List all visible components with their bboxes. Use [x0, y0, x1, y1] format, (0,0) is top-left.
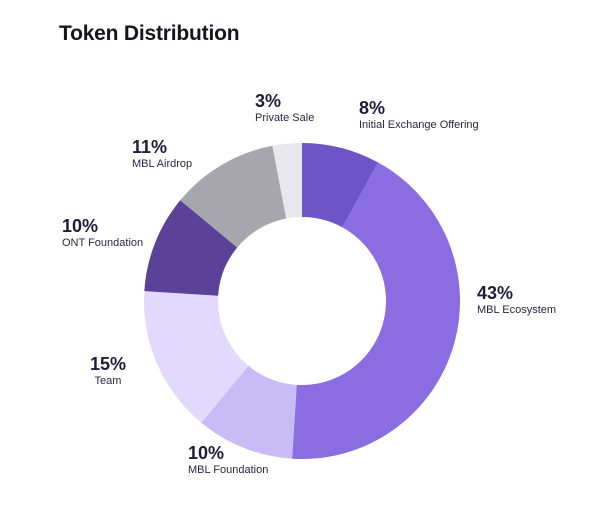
- slice-percent-label: 8%: [359, 98, 386, 118]
- donut-slice-team: [144, 291, 249, 423]
- slice-name-label: Team: [94, 375, 122, 387]
- slice-percent-label: 43%: [477, 283, 514, 303]
- label-mbl-ecosystem: 43% MBL Ecosystem: [477, 283, 556, 317]
- label-initial-exchange-offering: 8% Initial Exchange Offering: [359, 98, 479, 132]
- chart-title: Token Distribution: [59, 22, 240, 45]
- slice-name-label: ONT Foundation: [62, 237, 144, 249]
- slice-name-label: Private Sale: [255, 112, 315, 124]
- slice-percent-label: 3%: [255, 91, 282, 111]
- donut-slice-mbl-ecosystem: [292, 162, 461, 460]
- slice-percent-label: 15%: [89, 354, 127, 374]
- slice-name-label: Initial Exchange Offering: [359, 119, 479, 131]
- slice-percent-label: 11%: [132, 137, 168, 157]
- donut-slice-initial-exchange-offering: [302, 143, 379, 228]
- slice-name-label: MBL Foundation: [188, 464, 269, 476]
- donut-slice-private-sale: [272, 143, 302, 219]
- donut-slice-ont-foundation: [144, 200, 238, 296]
- slice-name-label: MBL Airdrop: [132, 158, 193, 170]
- slice-name-label: MBL Ecosystem: [477, 304, 557, 316]
- label-team: 15% Team: [86, 354, 130, 388]
- label-ont-foundation: 10% ONT Foundation: [62, 216, 143, 250]
- label-mbl-airdrop: 11% MBL Airdrop: [132, 137, 192, 171]
- donut-slice-mbl-foundation: [201, 365, 297, 459]
- donut-slice-mbl-airdrop: [180, 145, 287, 248]
- label-mbl-foundation: 10% MBL Foundation: [188, 443, 268, 477]
- slice-percent-label: 10%: [62, 216, 99, 236]
- slice-percent-label: 10%: [188, 443, 225, 463]
- label-private-sale: 3% Private Sale: [255, 91, 314, 125]
